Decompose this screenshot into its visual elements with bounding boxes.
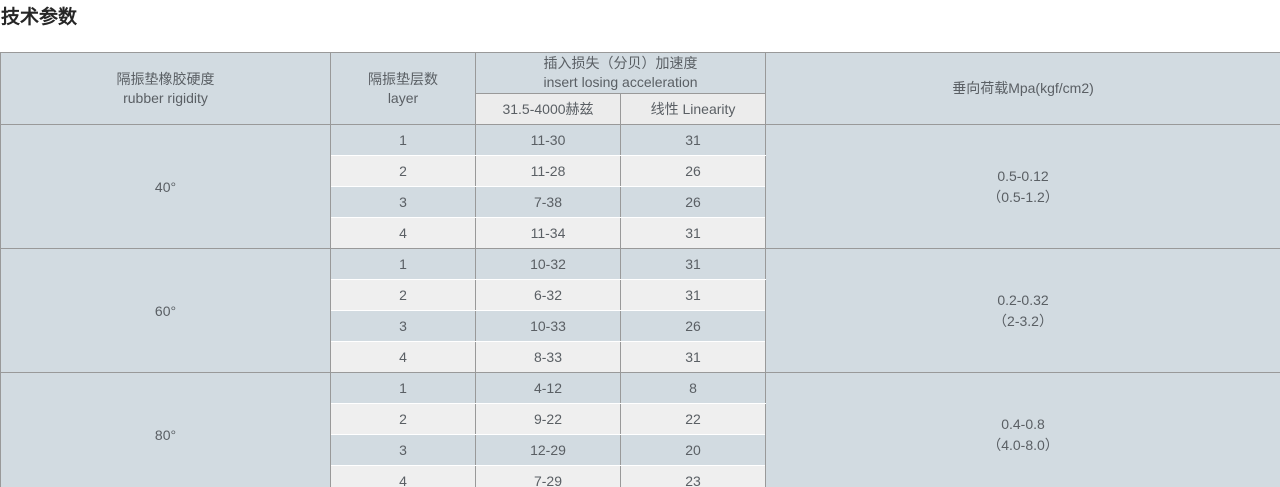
load-range: 0.4-0.8 (1001, 415, 1045, 432)
frequency-cell: 11-30 (475, 124, 621, 156)
header-row-2: 31.5-4000赫兹 线性 Linearity (1, 93, 1280, 125)
col-header-layer: 隔振垫层数 layer (330, 52, 476, 125)
table-row: 3 7-38 26 (1, 186, 1280, 218)
linearity-cell: 20 (620, 434, 766, 466)
layer-cell: 3 (330, 310, 476, 342)
page-title: 技术参数 (1, 7, 78, 28)
col-header-frequency: 31.5-4000赫兹 (475, 93, 621, 125)
rigidity-cell: 60° (0, 248, 331, 373)
layer-cell: 1 (330, 248, 476, 280)
table-row: 40° 1 11-30 31 0.5-0.12 （0.5-1.2） (0, 124, 1280, 249)
linearity-cell: 8 (620, 372, 766, 404)
table-row: 60° 1 10-32 31 0.2-0.32 （2-3.2） (0, 248, 1280, 373)
layer-cell: 4 (330, 217, 476, 249)
frequency-cell: 6-32 (475, 279, 621, 311)
layer-cell: 2 (330, 279, 476, 311)
layer-cell: 1 (330, 124, 476, 156)
linearity-cell: 23 (620, 465, 766, 487)
table-row: 4 7-29 23 (1, 465, 1280, 487)
rigidity-cell: 80° (0, 372, 331, 487)
frequency-cell: 8-33 (475, 341, 621, 373)
frequency-cell: 11-28 (475, 155, 621, 187)
table-row: 4 8-33 31 (1, 341, 1280, 373)
table-row: 2 6-32 31 (1, 279, 1280, 311)
header-row-1: 隔振垫橡胶硬度 rubber rigidity 隔振垫层数 layer 插入损失… (0, 52, 1280, 125)
layer-cell: 3 (330, 186, 476, 218)
load-cell: 0.5-0.12 （0.5-1.2） (765, 124, 1280, 249)
rigidity-cell: 40° (0, 124, 331, 249)
linearity-cell: 31 (620, 217, 766, 249)
frequency-cell: 7-38 (475, 186, 621, 218)
table-row: 3 10-33 26 (1, 310, 1280, 342)
table-row: 80° 1 4-12 8 0.4-0.8 （4.0-8.0） (0, 372, 1280, 487)
load-range-alt: （4.0-8.0） (987, 436, 1059, 453)
tech-params-table: 隔振垫橡胶硬度 rubber rigidity 隔振垫层数 layer 插入损失… (0, 52, 1280, 487)
frequency-cell: 4-12 (475, 372, 621, 404)
linearity-cell: 31 (620, 341, 766, 373)
layer-cell: 4 (330, 465, 476, 487)
table-row: 3 12-29 20 (1, 434, 1280, 466)
col-header-linearity: 线性 Linearity (620, 93, 766, 125)
frequency-cell: 11-34 (475, 217, 621, 249)
linearity-cell: 26 (620, 310, 766, 342)
frequency-cell: 7-29 (475, 465, 621, 487)
col-header-layer-en: layer (387, 89, 419, 106)
col-header-rigidity: 隔振垫橡胶硬度 rubber rigidity (0, 52, 331, 125)
load-range-alt: （2-3.2） (993, 312, 1053, 329)
col-header-vertical-load: 垂向荷载Mpa(kgf/cm2) (765, 52, 1280, 125)
col-header-insert-loss: 插入损失（分贝）加速度 insert losing acceleration (475, 52, 766, 94)
linearity-cell: 22 (620, 403, 766, 435)
col-header-rigidity-zh: 隔振垫橡胶硬度 (116, 70, 215, 87)
load-range: 0.5-0.12 (997, 167, 1049, 184)
linearity-cell: 31 (620, 248, 766, 280)
linearity-cell: 26 (620, 186, 766, 218)
load-range-alt: （0.5-1.2） (987, 188, 1059, 205)
table-row: 4 11-34 31 (1, 217, 1280, 249)
col-header-layer-zh: 隔振垫层数 (368, 70, 438, 87)
linearity-cell: 31 (620, 124, 766, 156)
table-row: 2 11-28 26 (1, 155, 1280, 187)
load-range: 0.2-0.32 (997, 291, 1049, 308)
col-header-rigidity-en: rubber rigidity (123, 89, 208, 106)
table-row: 2 9-22 22 (1, 403, 1280, 435)
col-header-insert-loss-en: insert losing acceleration (543, 74, 698, 90)
linearity-cell: 26 (620, 155, 766, 187)
layer-cell: 1 (330, 372, 476, 404)
frequency-cell: 10-33 (475, 310, 621, 342)
layer-cell: 3 (330, 434, 476, 466)
layer-cell: 4 (330, 341, 476, 373)
load-cell: 0.4-0.8 （4.0-8.0） (765, 372, 1280, 487)
col-header-insert-loss-zh: 插入损失（分贝）加速度 (543, 55, 698, 71)
frequency-cell: 10-32 (475, 248, 621, 280)
load-cell: 0.2-0.32 （2-3.2） (765, 248, 1280, 373)
linearity-cell: 31 (620, 279, 766, 311)
frequency-cell: 9-22 (475, 403, 621, 435)
frequency-cell: 12-29 (475, 434, 621, 466)
layer-cell: 2 (330, 403, 476, 435)
layer-cell: 2 (330, 155, 476, 187)
